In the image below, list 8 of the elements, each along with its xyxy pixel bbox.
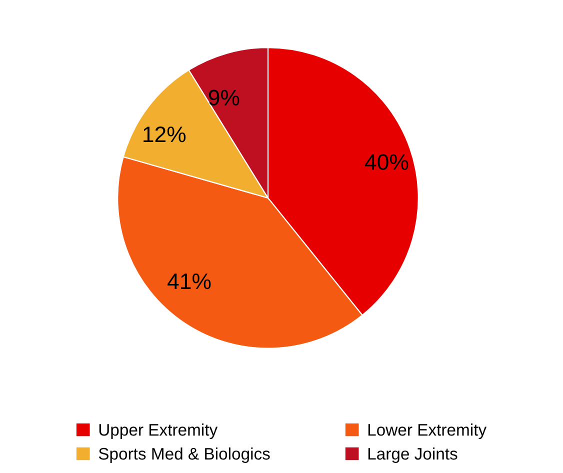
data-label: 12%	[144, 126, 186, 142]
legend-label: Lower Extremity	[368, 424, 487, 440]
legend-label: Sports Med & Biologics	[98, 447, 270, 463]
legend-label: Upper Extremity	[99, 424, 218, 440]
legend-label: Large Joints	[368, 447, 458, 463]
data-label: 9%	[208, 90, 240, 106]
data-label: 40%	[364, 154, 408, 170]
data-label: 41%	[168, 274, 211, 290]
